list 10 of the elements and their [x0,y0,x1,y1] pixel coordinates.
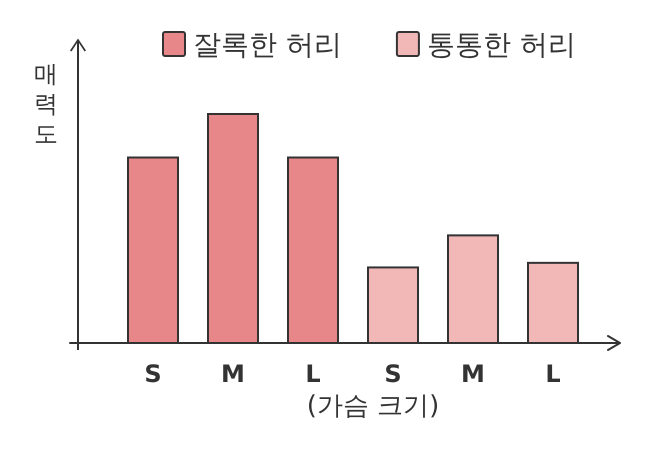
y-axis-title: 매력도 [34,60,58,148]
x-tick-label: M [461,360,485,388]
legend-label: 잘록한 허리 [193,28,342,61]
x-tick-label: S [144,360,162,388]
x-tick-label: M [221,360,245,388]
x-tick-label: L [305,360,321,388]
x-tick-label: S [384,360,402,388]
x-tick-label: L [545,360,561,388]
x-axis-title: (가슴 크기) [306,391,440,421]
legend-label: 통통한 허리 [426,28,576,61]
